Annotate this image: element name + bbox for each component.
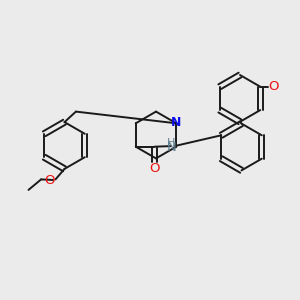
Text: H: H bbox=[167, 137, 175, 148]
Text: O: O bbox=[149, 162, 160, 175]
Text: O: O bbox=[268, 80, 279, 93]
Text: N: N bbox=[166, 141, 176, 154]
Text: O: O bbox=[44, 174, 55, 188]
Text: N: N bbox=[171, 116, 181, 129]
